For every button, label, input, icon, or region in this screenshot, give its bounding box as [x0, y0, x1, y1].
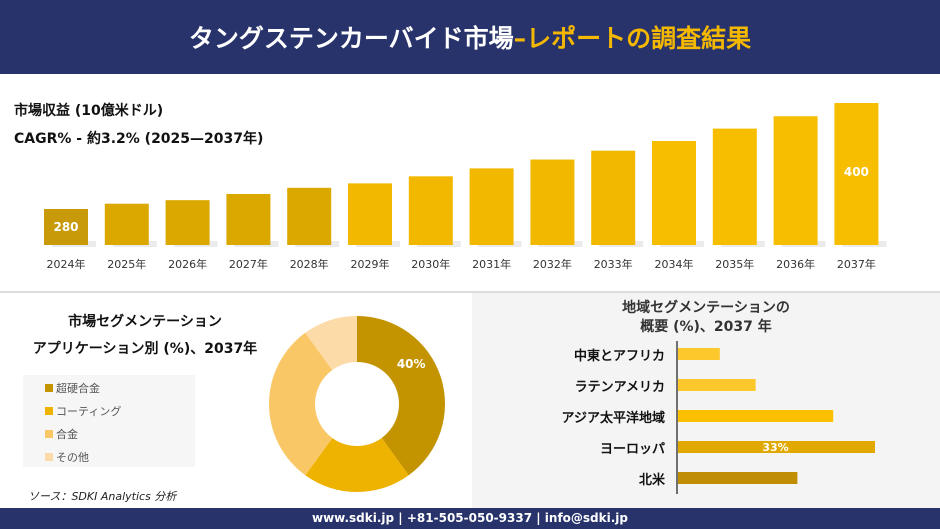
revenue-bar: [591, 150, 636, 245]
year-tick-label: 2029年: [351, 257, 390, 271]
year-tick-label: 2035年: [715, 257, 754, 271]
footer-contact: www.sdki.jp | +81-505-050-9337 | info@sd…: [0, 508, 940, 529]
year-tick-label: 2025年: [107, 257, 146, 271]
legend-swatch: [45, 384, 53, 392]
region-bar: [678, 472, 798, 484]
year-tick-label: 2034年: [655, 257, 694, 271]
region-label: 北米: [638, 473, 665, 488]
revenue-bar: [104, 203, 149, 245]
revenue-bar: [712, 128, 757, 245]
title-accent: –レポートの調査結果: [513, 24, 752, 53]
title-main: タングステンカーバイド市場: [188, 24, 514, 53]
year-tick-label: 2037年: [837, 257, 876, 271]
legend-swatch: [45, 453, 53, 461]
region-label: 中東とアフリカ: [573, 349, 665, 364]
region-bar: [678, 441, 875, 453]
year-tick-label: 2024年: [47, 257, 86, 271]
divider: [0, 291, 940, 293]
region-bar: [678, 410, 834, 422]
year-tick-label: 2033年: [594, 257, 633, 271]
year-tick-label: 2026年: [168, 257, 207, 271]
legend-label: コーティング: [56, 405, 122, 418]
revenue-bar: [165, 200, 210, 245]
revenue-bar: [773, 116, 818, 245]
revenue-bar: [469, 168, 514, 245]
revenue-bar: [44, 209, 88, 245]
legend-item: 合金: [45, 426, 78, 442]
revenue-bar: [226, 193, 271, 245]
bar-data-label: 280: [53, 220, 78, 234]
legend-swatch: [45, 407, 53, 415]
revenue-bar: [408, 176, 453, 245]
region-title-2: 概要 (%)、2037 年: [640, 319, 772, 335]
revenue-bar: [834, 103, 879, 245]
donut-slice: [269, 332, 333, 476]
donut-slice: [305, 316, 357, 371]
revenue-bar: [530, 159, 575, 245]
legend-label: その他: [56, 451, 89, 464]
region-data-label: 33%: [762, 441, 788, 454]
slice-data-label: 40%: [397, 357, 426, 371]
bar-data-label: 400: [844, 165, 869, 179]
revenue-label: 市場収益 (10億米ドル): [14, 103, 164, 119]
legend-item: その他: [45, 449, 89, 465]
legend-swatch: [45, 430, 53, 438]
region-label: ヨーロッパ: [599, 442, 665, 457]
revenue-bar: [652, 140, 696, 245]
year-tick-label: 2030年: [411, 257, 450, 271]
year-tick-label: 2032年: [533, 257, 572, 271]
legend-label: 合金: [56, 428, 78, 441]
donut-slice: [305, 437, 409, 493]
year-tick-label: 2028年: [290, 257, 329, 271]
region-label: ラテンアメリカ: [574, 380, 665, 395]
legend-item: コーティング: [45, 403, 121, 419]
legend-label: 超硬合金: [56, 382, 100, 395]
source-note: ソース：SDKI Analytics 分析: [28, 490, 177, 503]
cagr-label: CAGR% - 約3.2% (2025—2037年): [14, 131, 264, 147]
segment-title-2: アプリケーション別 (%)、2037年: [32, 341, 258, 357]
revenue-bar: [287, 187, 332, 245]
legend-item: 超硬合金: [45, 380, 100, 396]
year-tick-label: 2031年: [472, 257, 511, 271]
donut-slice: [357, 316, 445, 476]
region-label: アジア太平洋地域: [561, 411, 665, 426]
year-tick-label: 2036年: [776, 257, 815, 271]
region-bar: [678, 379, 756, 391]
region-title-1: 地域セグメンテーションの: [622, 300, 790, 316]
region-bar: [678, 348, 720, 360]
revenue-bar: [348, 183, 392, 245]
page-header: タングステンカーバイド市場 –レポートの調査結果: [0, 0, 940, 74]
year-tick-label: 2027年: [229, 257, 268, 271]
segment-title-1: 市場セグメンテーション: [68, 314, 222, 330]
